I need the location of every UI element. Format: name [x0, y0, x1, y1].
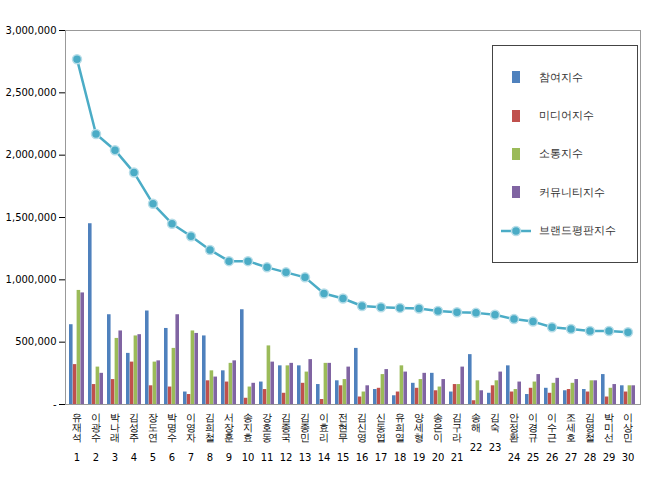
svg-text:박명수6: 박명수6 [167, 412, 177, 463]
svg-text:500,000: 500,000 [15, 336, 56, 347]
svg-text:이상민30: 이상민30 [622, 412, 635, 463]
svg-text:이경규25: 이경규25 [527, 412, 540, 463]
svg-text:김신영16: 김신영16 [356, 412, 369, 463]
svg-text:유재석1: 유재석1 [72, 412, 82, 463]
svg-text:김숙23: 김숙23 [489, 412, 502, 453]
html-text:커뮤니티지수: 커뮤니티지수 [539, 185, 605, 199]
svg-text:김구라21: 김구라21 [451, 412, 464, 463]
svg-text:김희철8: 김희철8 [205, 412, 215, 463]
svg-text:이수근26: 이수근26 [546, 412, 559, 463]
svg-text:장도연5: 장도연5 [148, 412, 158, 463]
svg-text:유희열18: 유희열18 [394, 412, 407, 463]
svg-text:송해22: 송해22 [470, 412, 483, 453]
html-text:미디어지수: 미디어지수 [539, 109, 594, 123]
svg-text:양세형19: 양세형19 [413, 412, 426, 463]
svg-text:3,000,000: 3,000,000 [6, 25, 57, 36]
svg-text:이효리14: 이효리14 [318, 412, 331, 463]
svg-text:-: - [53, 399, 57, 410]
svg-text:서장훈9: 서장훈9 [224, 412, 234, 463]
svg-text:2,000,000: 2,000,000 [6, 149, 57, 160]
svg-text:이광수2: 이광수2 [91, 412, 101, 463]
svg-text:김종국12: 김종국12 [280, 412, 293, 463]
svg-text:1,000,000: 1,000,000 [6, 274, 57, 285]
svg-text:안정환24: 안정환24 [508, 412, 521, 463]
html-text:브랜드평판지수: 브랜드평판지수 [539, 224, 616, 238]
svg-text:강호동11: 강호동11 [261, 412, 274, 463]
html-text:소통지수: 소통지수 [539, 147, 583, 161]
svg-text:조세호27: 조세호27 [565, 412, 578, 463]
html-text:참여지수: 참여지수 [539, 70, 583, 84]
svg-text:송은이20: 송은이20 [432, 412, 445, 463]
svg-text:신동엽17: 신동엽17 [375, 412, 388, 463]
svg-text:송지효10: 송지효10 [242, 412, 255, 463]
svg-text:박나래3: 박나래3 [110, 412, 120, 463]
svg-text:김영철28: 김영철28 [584, 412, 597, 463]
svg-text:1,500,000: 1,500,000 [6, 212, 57, 223]
svg-text:이영자7: 이영자7 [186, 412, 196, 463]
svg-text:박미선29: 박미선29 [603, 412, 616, 463]
svg-text:전현무15: 전현무15 [337, 412, 350, 463]
svg-text:2,500,000: 2,500,000 [6, 87, 57, 98]
svg-text:김성주4: 김성주4 [129, 412, 139, 463]
svg-text:김종민13: 김종민13 [299, 412, 312, 463]
